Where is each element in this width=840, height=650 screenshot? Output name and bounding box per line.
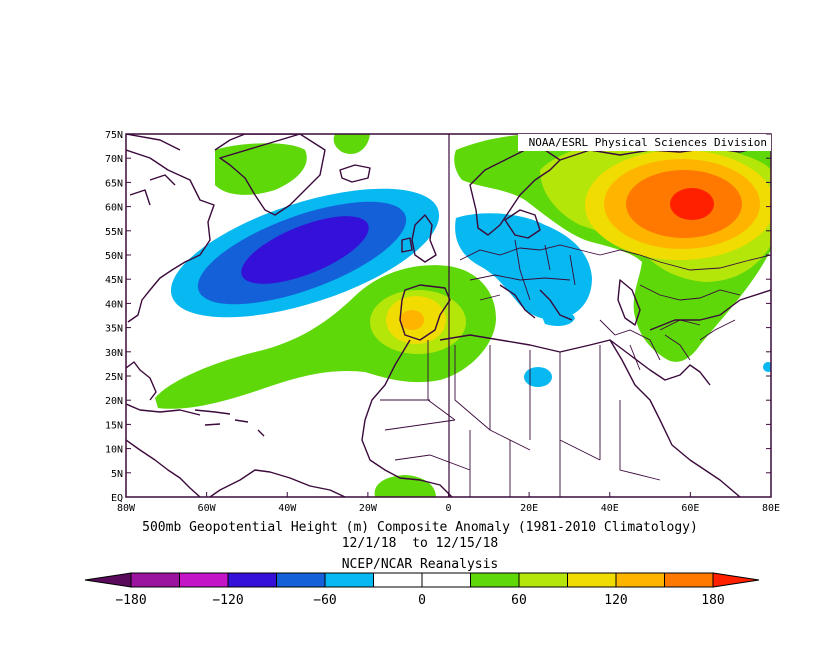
colorbar-labels: −180 −120 −60 0 60 120 180 [115,593,724,608]
lon-tick-label: 80W [117,503,136,514]
lon-tick-label: 80E [762,503,780,514]
north-america-coast [126,149,215,323]
lat-tick-label: 60N [105,203,123,214]
europe-borders [459,239,601,301]
caspian-coast [617,279,641,326]
lat-tick-label: 45N [105,275,123,286]
lon-tick-label: 60W [198,503,217,514]
lat-tick-label: 15N [105,420,123,431]
east-edge-negative-anomaly [763,362,771,372]
colorbar-segment [664,572,714,588]
lat-tick-label: 75N [105,130,123,141]
africa-coast [361,334,741,497]
scandinavia-coast [469,149,561,236]
lon-tick-label: 20E [520,503,538,514]
iberia-coast [399,284,451,341]
baltic-coast [504,209,541,239]
lat-tick-label: 20N [105,396,123,407]
europe-trough-contour-30 [455,213,592,320]
figure-title: 500mb Geopotential Height (m) Composite … [142,520,698,535]
lat-tick-label: 25N [105,372,123,383]
colorbar-segment [324,572,374,588]
credit-text: NOAA/ESRL Physical Sciences Division [529,136,767,149]
lon-tick-label: 40E [601,503,619,514]
iceland-coast [339,164,371,183]
middle-east-borders [599,319,691,371]
latitude-axis: EQ 5N 10N 15N 20N 25N 30N 35N 40N 45N 50N 55N 60N 65N… [105,130,771,504]
colorbar-segment [518,572,568,588]
lat-tick-label: 5N [111,469,123,480]
florida-gulf-coast [126,361,201,416]
colorbar-arrow-left [84,572,132,588]
colorbar-segment [421,572,471,588]
mediterranean-negative-anomaly [540,308,575,326]
lat-tick-label: 30N [105,348,123,359]
caribbean-islands [194,409,265,437]
atlantic-trough-contour-90 [241,216,369,284]
red-sea-arabia-coast [609,289,771,386]
map-panel [126,134,771,497]
colorbar-label: −60 [313,593,336,608]
lon-tick-label: 20W [359,503,378,514]
lat-tick-label: EQ [111,493,123,504]
lat-tick-label: 70N [105,154,123,165]
colorbar-segment [179,572,229,588]
date-range: 12/1/18 to 12/15/18 [341,536,499,551]
central-america-coast [126,439,201,497]
canadian-arctic-islands [126,134,181,206]
colorbar-segment [227,572,277,588]
coastlines [126,134,771,497]
lat-tick-label: 10N [105,445,123,456]
credit-box [518,134,771,151]
lon-tick-label: 40W [278,503,297,514]
colorbar-segment [276,572,326,588]
north-africa-negative-anomaly [524,367,552,387]
lat-tick-label: 50N [105,251,123,262]
russia-asia-borders [599,249,771,341]
british-isles-coast [401,214,437,263]
colorbar-label: 120 [604,593,627,608]
lat-tick-label: 40N [105,299,123,310]
colorbar-segment [567,572,617,588]
lat-tick-label: 55N [105,227,123,238]
colorbar-label: 0 [418,593,426,608]
west-africa-borders [380,399,661,497]
lon-tick-label: 0 [445,503,451,514]
greenland-positive-anomaly [215,143,307,195]
lon-tick-label: 60E [681,503,699,514]
south-america-coast [209,469,346,497]
arctic-positive-anomaly [333,134,370,154]
colorbar [84,572,760,588]
longitude-axis: 80W 60W 40W 20W 0 20E 40E 60E 80E [117,492,780,514]
colorbar-segment [615,572,665,588]
data-source: NCEP/NCAR Reanalysis [341,557,499,572]
colorbar-segment [130,572,180,588]
iberia-ridge-contour-105 [400,310,424,330]
colorbar-arrow-right [712,572,760,588]
colorbar-segment [373,572,423,588]
lat-tick-label: 35N [105,324,123,335]
colorbar-label: −120 [212,593,243,608]
lat-tick-label: 65N [105,178,123,189]
greenland-coast [214,134,326,216]
italy-balkans-coast [499,284,573,321]
colorbar-label: 180 [701,593,724,608]
colorbar-label: −180 [115,593,146,608]
colorbar-label: 60 [511,593,527,608]
eurasia-ridge-contour-180 [670,188,714,220]
colorbar-segment [470,572,520,588]
country-borders [380,239,771,497]
